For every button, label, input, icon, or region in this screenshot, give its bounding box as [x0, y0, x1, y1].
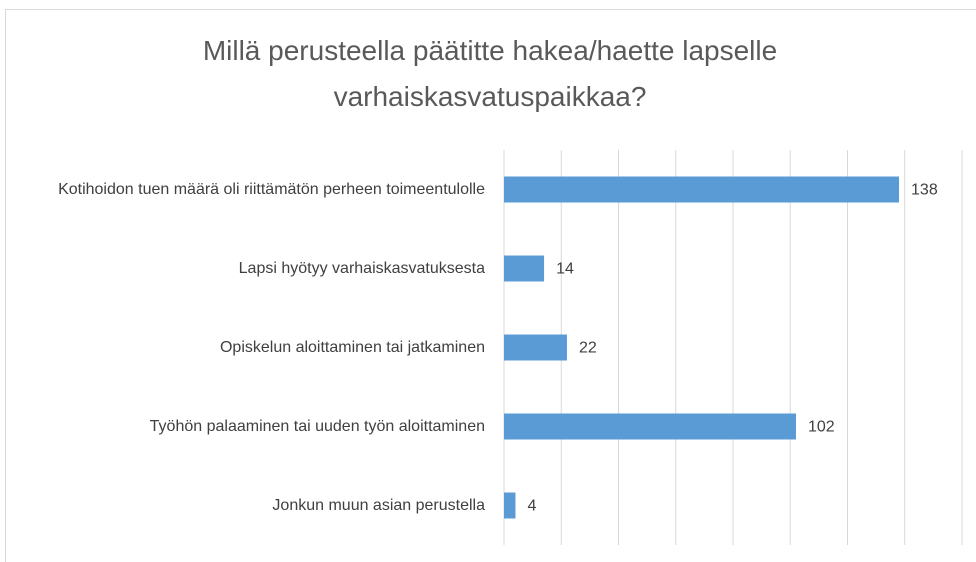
y-tick-label: Kotihoidon tuen määrä oli riittämätön pe… [10, 179, 485, 201]
y-tick-label: Lapsi hyötyy varhaiskasvatuksesta [10, 258, 485, 280]
bar [504, 413, 796, 440]
y-tick-label: Jonkun muun asian perustella [10, 495, 485, 517]
bar [504, 176, 900, 203]
y-tick-text: Työhön palaaminen tai uuden työn aloitta… [149, 417, 485, 435]
y-tick-label: Opiskelun aloittaminen tai jatkaminen [10, 337, 485, 359]
bar [504, 492, 516, 519]
y-tick-text: Jonkun muun asian perustella [272, 496, 485, 514]
chart-border [5, 9, 976, 562]
y-tick-text: Opiskelun aloittaminen tai jatkaminen [219, 338, 485, 356]
bar [504, 334, 567, 361]
bar [504, 255, 545, 282]
data-label: 14 [556, 261, 574, 278]
data-label: 138 [911, 182, 938, 199]
y-tick-text: Kotihoidon tuen määrä oli riittämätön pe… [58, 180, 485, 198]
data-label: 4 [527, 498, 536, 515]
y-tick-text: Lapsi hyötyy varhaiskasvatuksesta [238, 259, 485, 277]
data-label: 22 [579, 340, 597, 357]
y-tick-label: Työhön palaaminen tai uuden työn aloitta… [10, 416, 485, 438]
data-label: 102 [808, 419, 835, 436]
chart-title: Millä perusteella päätitte hakea/haette … [202, 35, 778, 112]
